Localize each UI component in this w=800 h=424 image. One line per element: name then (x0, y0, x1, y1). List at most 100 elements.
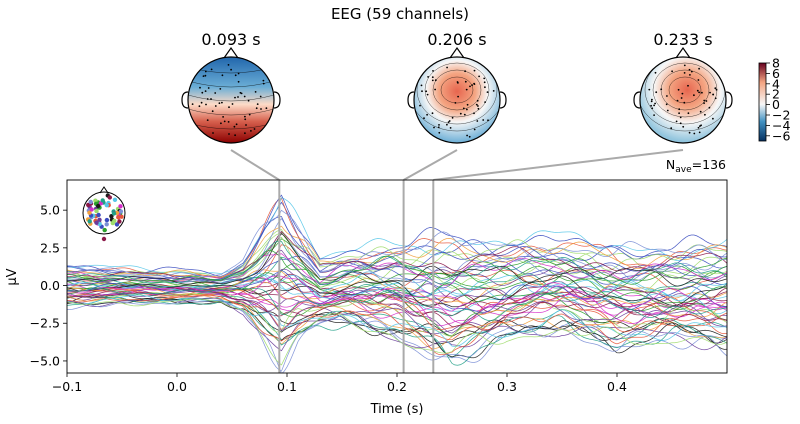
sensor-dot (687, 84, 689, 87)
legend-sensor-dot (97, 217, 102, 222)
x-tick-label: 0.0 (167, 379, 187, 394)
sensor-dot (219, 88, 222, 90)
sensor-dot (665, 103, 668, 106)
sensor-dot (705, 100, 708, 102)
sensor-dot (693, 132, 696, 135)
sensor-dot (254, 91, 257, 93)
topomap-title-2: 0.206 s (427, 30, 486, 49)
contour-line (424, 62, 490, 118)
sensor-dot (434, 88, 436, 91)
contour-line (416, 57, 498, 125)
sensor-location-legend (82, 186, 126, 242)
topomap-connector (403, 149, 458, 181)
sensor-dot (434, 79, 437, 82)
legend-sensor-dot (109, 214, 114, 219)
legend-sensor-dot (102, 227, 107, 233)
sensor-dot (704, 113, 706, 116)
sensor-dot (683, 101, 686, 104)
head-ear-right (499, 91, 507, 109)
sensor-dot (482, 119, 485, 121)
topomap-title-3: 0.233 s (653, 30, 712, 49)
y-tick-label: −5.0 (30, 353, 60, 368)
topomap-field (414, 57, 500, 143)
head-nose (449, 46, 465, 59)
sensor-dot (244, 115, 246, 118)
sensor-dot (709, 91, 711, 94)
sensor-dot (228, 133, 230, 135)
sensor-dot (698, 131, 701, 134)
sensor-dot (262, 79, 265, 82)
sensor-dot (247, 99, 250, 102)
sensor-dot (265, 107, 268, 110)
sensor-dot (426, 113, 428, 116)
sensor-dot (712, 93, 715, 96)
nave-sub: ave (675, 165, 692, 175)
sensor-dot (653, 114, 655, 116)
sensor-dot (431, 76, 434, 79)
legend-sensor-dot (94, 220, 99, 225)
sensor-dot (227, 121, 230, 123)
sensor-dot (666, 95, 668, 97)
sensor-dot (690, 70, 693, 73)
topomap-3 (633, 46, 733, 144)
channel-trace (67, 201, 727, 280)
topomap-connector (230, 149, 280, 181)
channel-trace (67, 250, 727, 285)
legend-sensor-dot (87, 219, 92, 224)
sensor-dot (210, 68, 213, 71)
sensor-dot (699, 125, 701, 127)
sensor-dot (211, 110, 214, 113)
sensor-dot (200, 101, 203, 104)
sensor-dot (463, 113, 466, 116)
legend-sensor-dot (104, 203, 110, 208)
sensor-dot (650, 104, 652, 107)
legend-sensor-dot (104, 222, 109, 227)
sensor-dot (210, 98, 212, 100)
sensor-dot (446, 66, 448, 69)
x-axis-ticks: −0.1 0.0 0.1 0.2 0.3 0.4 (52, 373, 627, 394)
contour-line (188, 80, 274, 88)
sensor-dot (468, 135, 471, 138)
sensor-dot (671, 70, 673, 73)
channel-trace (67, 273, 727, 308)
sensor-dot (237, 80, 240, 83)
nave-n: N (666, 157, 675, 172)
sensor-dot (492, 90, 495, 92)
sensor-dot (473, 69, 476, 72)
channel-trace (67, 197, 727, 275)
sensor-dot (475, 103, 478, 106)
sensor-dot (473, 82, 475, 85)
sensor-dot (449, 127, 452, 129)
sensor-dot (714, 97, 717, 100)
sensor-dot (425, 90, 428, 93)
topomap-titles: 0.093 s 0.206 s 0.233 s (201, 30, 712, 49)
y-axis-label: µV (5, 268, 20, 285)
sensor-dot (698, 67, 700, 70)
sensor-dot (682, 125, 685, 128)
sensor-dot (256, 103, 259, 105)
sensor-dot (464, 80, 467, 83)
sensor-dot (654, 71, 657, 74)
sensor-dot (227, 64, 230, 66)
sensor-dot (473, 112, 475, 115)
legend-sensor-dot (118, 209, 124, 214)
sensor-dot (693, 94, 695, 97)
sensor-dot (204, 70, 207, 73)
sensor-dot (207, 87, 210, 89)
sensor-dot (655, 91, 658, 94)
sensor-dot (248, 113, 251, 116)
sensor-dot (214, 105, 217, 107)
y-tick-label: 5.0 (40, 203, 60, 218)
x-tick-label: 0.2 (387, 379, 407, 394)
colorbar-tick-label: 2 (772, 87, 780, 102)
sensor-dot (483, 77, 486, 80)
colorbar-tick-label: 4 (772, 76, 780, 91)
sensor-dot (220, 122, 222, 125)
sensor-dot (421, 90, 423, 93)
sensor-dot (228, 106, 230, 109)
sensor-dot (708, 106, 711, 109)
sensor-dot (202, 75, 205, 77)
sensor-dot (221, 101, 223, 104)
